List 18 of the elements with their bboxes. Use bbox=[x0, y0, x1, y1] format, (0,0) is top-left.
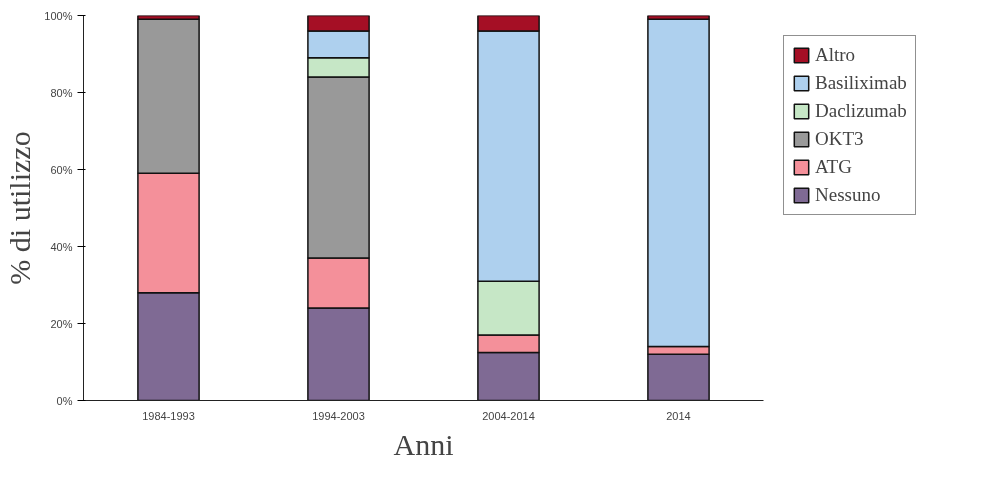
y-tick-label: 0% bbox=[56, 394, 73, 407]
y-tick-label: 100% bbox=[44, 9, 73, 22]
x-tick-label: 2004-2014 bbox=[482, 409, 535, 422]
x-tick-label: 2014 bbox=[666, 409, 691, 422]
x-tick-label: 1994-2003 bbox=[312, 409, 365, 422]
x-tick-label: 1984-1993 bbox=[142, 409, 195, 422]
y-axis-title: % di utilizzo bbox=[3, 131, 37, 285]
legend-label: Nessuno bbox=[815, 184, 881, 206]
legend-label: ATG bbox=[815, 156, 852, 178]
legend-label: Basiliximab bbox=[815, 72, 907, 94]
y-tick-label: 20% bbox=[50, 317, 73, 330]
legend-label: OKT3 bbox=[815, 128, 864, 150]
legend-label: Daclizumab bbox=[815, 100, 907, 122]
y-tick-label: 80% bbox=[50, 86, 73, 99]
legend-label: Altro bbox=[815, 44, 856, 66]
y-tick-label: 60% bbox=[50, 163, 73, 176]
x-axis-title: Anni bbox=[393, 427, 454, 461]
y-tick-label: 40% bbox=[50, 240, 73, 253]
